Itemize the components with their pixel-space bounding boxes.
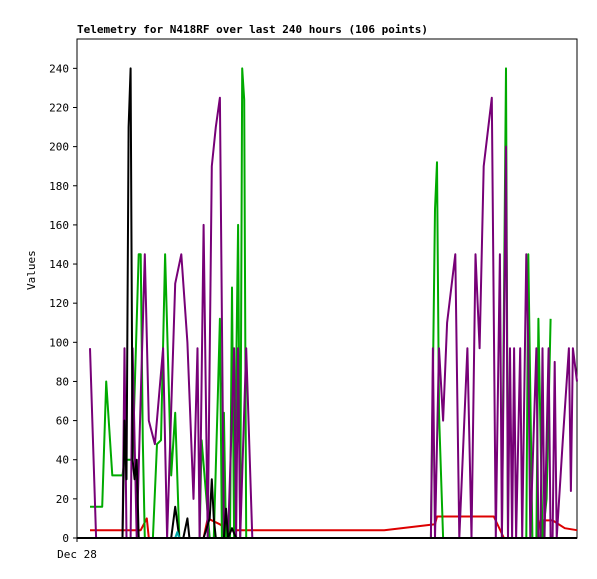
y-tick-label: 240 [49,62,69,75]
y-tick-label: 100 [49,336,69,349]
series-lines [77,67,578,539]
y-tick-label: 200 [49,141,69,154]
y-axis-label: Values [25,250,38,290]
y-tick-label: 120 [49,297,69,310]
y-tick-label: 0 [62,532,69,545]
y-tick-label: 160 [49,219,69,232]
y-tick-label: 20 [56,493,69,506]
chart-title: Telemetry for N418RF over last 240 hours… [77,23,428,36]
y-tick-label: 80 [56,375,69,388]
y-axis: 0 20 40 60 80 100 120 140 160 180 200 220 240 [49,62,77,545]
series-line-cyan [174,531,181,539]
y-tick-label: 40 [56,454,69,467]
y-tick-label: 220 [49,101,69,114]
y-tick-label: 60 [56,415,69,428]
y-tick-label: 180 [49,180,69,193]
y-tick-label: 140 [49,258,69,271]
x-tick-label: Dec 28 [57,548,97,561]
